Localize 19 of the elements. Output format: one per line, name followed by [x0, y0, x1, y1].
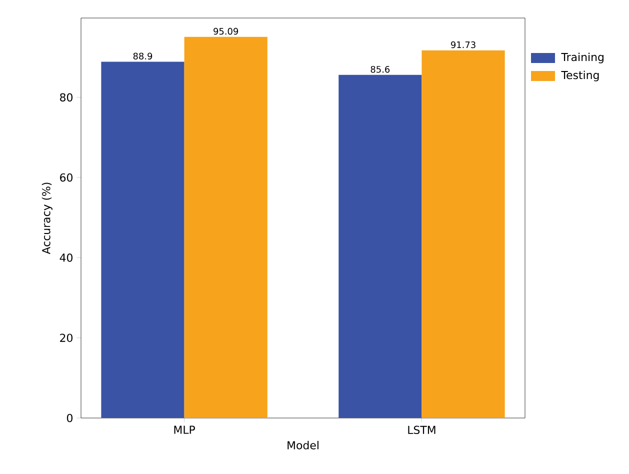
- bar: [422, 50, 505, 418]
- y-tick-label: 0: [66, 414, 72, 422]
- data-label: 88.9: [133, 52, 152, 60]
- bar: [338, 74, 422, 418]
- bar: [101, 62, 184, 418]
- y-tick-label: 60: [60, 173, 72, 182]
- y-tick-label: 80: [60, 93, 72, 102]
- data-label: 95.09: [214, 28, 238, 35]
- data-label: 85.6: [370, 66, 390, 73]
- y-axis-title: Accuracy (%): [42, 182, 52, 254]
- legend-label: Training: [561, 52, 604, 64]
- bar: [184, 36, 268, 418]
- x-tick-label: MLP: [174, 426, 195, 434]
- x-tick-label: LSTM: [408, 426, 436, 434]
- y-tick-label: 40: [60, 254, 72, 262]
- legend-label: Testing: [561, 70, 599, 82]
- y-tick-label: 20: [60, 334, 72, 342]
- data-label: 91.73: [451, 41, 476, 48]
- x-axis-title: Model: [288, 440, 318, 450]
